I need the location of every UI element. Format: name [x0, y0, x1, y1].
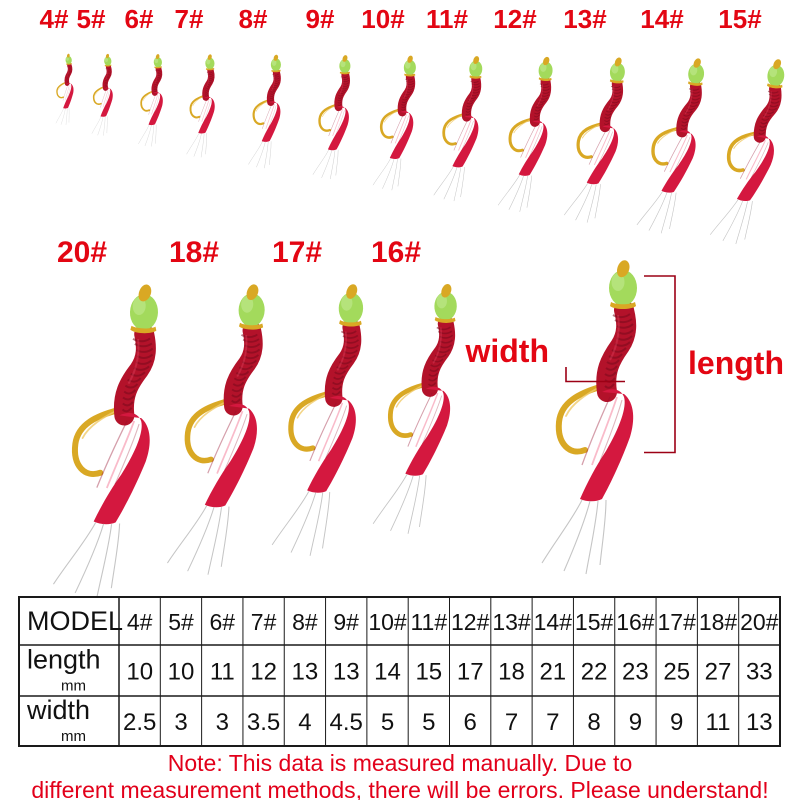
svg-text:13#: 13#: [492, 609, 531, 635]
svg-text:7: 7: [505, 709, 518, 736]
svg-text:18#: 18#: [169, 236, 219, 269]
svg-text:16#: 16#: [616, 609, 655, 635]
svg-text:3: 3: [174, 709, 187, 736]
svg-text:33: 33: [746, 659, 773, 686]
svg-text:10: 10: [126, 659, 153, 686]
svg-text:10#: 10#: [361, 4, 405, 34]
svg-text:14#: 14#: [534, 609, 573, 635]
svg-text:8: 8: [587, 709, 600, 736]
svg-text:18#: 18#: [699, 609, 738, 635]
svg-text:length: length: [27, 645, 101, 675]
svg-text:11: 11: [210, 659, 235, 686]
svg-text:4: 4: [298, 709, 311, 736]
svg-text:3: 3: [216, 709, 229, 736]
svg-text:23: 23: [622, 659, 649, 686]
svg-text:15: 15: [415, 659, 442, 686]
svg-text:15#: 15#: [718, 4, 762, 34]
svg-text:25: 25: [663, 659, 690, 686]
svg-text:17: 17: [457, 659, 484, 686]
svg-text:13: 13: [746, 709, 773, 736]
svg-text:13: 13: [333, 659, 360, 686]
svg-text:22: 22: [581, 659, 608, 686]
svg-text:8#: 8#: [292, 609, 318, 635]
svg-text:4#: 4#: [127, 609, 153, 635]
svg-text:6#: 6#: [210, 609, 236, 635]
svg-text:6#: 6#: [125, 4, 154, 34]
svg-text:3.5: 3.5: [247, 709, 280, 736]
svg-text:width: width: [26, 695, 90, 725]
svg-text:5: 5: [422, 709, 435, 736]
svg-text:18: 18: [498, 659, 525, 686]
svg-text:17#: 17#: [272, 236, 322, 269]
svg-text:7#: 7#: [175, 4, 204, 34]
svg-text:4.5: 4.5: [330, 709, 363, 736]
svg-text:14: 14: [374, 659, 401, 686]
svg-text:9: 9: [670, 709, 683, 736]
svg-text:11#: 11#: [426, 4, 468, 34]
svg-text:MODEL: MODEL: [27, 606, 123, 636]
svg-text:15#: 15#: [575, 609, 614, 635]
svg-text:16#: 16#: [371, 236, 421, 269]
svg-text:7#: 7#: [251, 609, 277, 635]
svg-text:width: width: [464, 333, 549, 369]
svg-text:13: 13: [292, 659, 319, 686]
svg-text:2.5: 2.5: [123, 709, 156, 736]
svg-text:12: 12: [250, 659, 277, 686]
svg-text:11: 11: [706, 709, 731, 736]
svg-text:17#: 17#: [658, 609, 697, 635]
svg-text:mm: mm: [61, 678, 86, 695]
svg-text:27: 27: [705, 659, 732, 686]
svg-text:21: 21: [539, 659, 566, 686]
svg-text:11#: 11#: [410, 609, 447, 635]
svg-text:length: length: [688, 345, 784, 381]
svg-text:13#: 13#: [563, 4, 607, 34]
svg-text:different measurement methods,: different measurement methods, there wil…: [31, 777, 768, 800]
svg-text:8#: 8#: [239, 4, 268, 34]
svg-text:Note: This data is measured ma: Note: This data is measured manually. Du…: [168, 750, 633, 776]
svg-text:12#: 12#: [451, 609, 490, 635]
svg-text:5#: 5#: [168, 609, 194, 635]
svg-text:5: 5: [381, 709, 394, 736]
svg-text:20#: 20#: [57, 236, 107, 269]
svg-text:9#: 9#: [333, 609, 359, 635]
svg-text:10: 10: [168, 659, 195, 686]
svg-text:4#: 4#: [40, 4, 69, 34]
svg-text:7: 7: [546, 709, 559, 736]
svg-text:20#: 20#: [740, 609, 779, 635]
svg-text:12#: 12#: [493, 4, 537, 34]
svg-text:6: 6: [464, 709, 477, 736]
svg-text:9: 9: [629, 709, 642, 736]
svg-text:5#: 5#: [77, 4, 106, 34]
svg-text:9#: 9#: [306, 4, 335, 34]
svg-text:10#: 10#: [368, 609, 407, 635]
svg-text:mm: mm: [61, 728, 86, 745]
svg-text:14#: 14#: [640, 4, 684, 34]
